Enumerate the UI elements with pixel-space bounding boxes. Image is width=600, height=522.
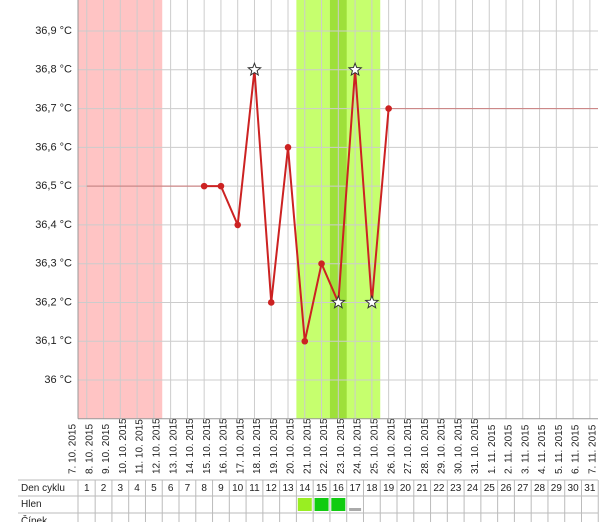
cycle-day: 28 bbox=[534, 483, 546, 494]
cycle-day: 15 bbox=[316, 483, 328, 494]
y-tick-label: 36,8 °C bbox=[35, 64, 72, 76]
row-label: Čípek bbox=[21, 514, 48, 522]
cycle-day: 20 bbox=[400, 483, 412, 494]
x-tick-label: 2. 11. 2015 bbox=[504, 424, 515, 474]
point bbox=[318, 260, 325, 267]
cycle-day: 19 bbox=[383, 483, 395, 494]
cycle-day: 1 bbox=[84, 483, 90, 494]
cycle-day: 17 bbox=[350, 483, 362, 494]
x-tick-label: 21. 10. 2015 bbox=[302, 418, 313, 474]
cycle-day: 5 bbox=[151, 483, 157, 494]
cycle-day: 11 bbox=[249, 483, 260, 494]
cycle-day: 10 bbox=[232, 483, 244, 494]
y-tick-label: 36,4 °C bbox=[35, 219, 72, 231]
x-tick-label: 18. 10. 2015 bbox=[252, 418, 263, 474]
temperature-line bbox=[204, 69, 390, 342]
point bbox=[385, 105, 392, 112]
cycle-day: 3 bbox=[118, 483, 124, 494]
x-tick-label: 9. 10. 2015 bbox=[101, 424, 112, 474]
x-tick-label: 7. 10. 2015 bbox=[68, 424, 79, 474]
cycle-day: 12 bbox=[266, 483, 278, 494]
row-label: Den cyklu bbox=[21, 483, 65, 494]
cycle-day: 25 bbox=[484, 483, 496, 494]
x-tick-label: 24. 10. 2015 bbox=[353, 418, 364, 474]
x-tick-label: 6. 11. 2015 bbox=[571, 424, 582, 474]
cycle-day: 16 bbox=[333, 483, 345, 494]
x-tick-label: 22. 10. 2015 bbox=[319, 418, 330, 474]
y-tick-label: 36,7 °C bbox=[35, 102, 72, 114]
star-marker bbox=[330, 294, 346, 309]
point bbox=[267, 299, 275, 306]
x-tick-label: 11. 10. 2015 bbox=[135, 419, 146, 474]
y-tick-label: 36,5 °C bbox=[35, 180, 72, 192]
x-tick-label: 20. 10. 2015 bbox=[286, 418, 297, 474]
row-label: Hlen bbox=[21, 499, 42, 510]
star-marker bbox=[364, 294, 380, 309]
y-tick-label: 36 °C bbox=[44, 374, 72, 386]
y-tick-label: 36,9 °C bbox=[35, 25, 72, 37]
point bbox=[234, 221, 241, 229]
mucus-mark bbox=[297, 498, 312, 511]
y-tick-label: 36,1 °C bbox=[35, 335, 72, 347]
cycle-day: 2 bbox=[101, 483, 107, 494]
x-tick-label: 15. 10. 2015 bbox=[202, 418, 213, 474]
y-tick-label: 36,2 °C bbox=[35, 296, 72, 308]
x-tick-label: 28. 10. 2015 bbox=[420, 418, 431, 474]
cycle-day: 14 bbox=[299, 483, 311, 494]
point bbox=[301, 337, 309, 345]
y-tick-label: 36,3 °C bbox=[35, 258, 72, 270]
x-tick-label: 12. 10. 2015 bbox=[151, 418, 162, 474]
x-tick-label: 23. 10. 2015 bbox=[336, 418, 347, 474]
mucus-mark bbox=[331, 498, 346, 511]
cycle-day: 26 bbox=[500, 483, 512, 494]
x-tick-label: 13. 10. 2015 bbox=[168, 418, 179, 474]
x-tick-label: 25. 10. 2015 bbox=[370, 418, 381, 474]
cycle-day: 13 bbox=[282, 483, 294, 494]
x-tick-label: 10. 10. 2015 bbox=[118, 418, 129, 474]
y-tick-label: 36,6 °C bbox=[35, 141, 72, 153]
x-tick-label: 1. 11. 2015 bbox=[487, 424, 498, 474]
x-tick-label: 4. 11. 2015 bbox=[537, 424, 548, 474]
point bbox=[200, 182, 208, 190]
cycle-day: 7 bbox=[185, 483, 191, 494]
x-tick-label: 7. 11. 2015 bbox=[588, 424, 599, 474]
star-marker bbox=[347, 61, 363, 77]
x-tick-label: 30. 10. 2015 bbox=[453, 418, 464, 474]
x-tick-label: 5. 11. 2015 bbox=[554, 424, 565, 474]
cycle-day: 9 bbox=[218, 483, 224, 494]
x-tick-label: 8. 10. 2015 bbox=[84, 424, 95, 474]
mucus-mark bbox=[349, 508, 362, 511]
x-tick-label: 29. 10. 2015 bbox=[437, 418, 448, 474]
x-tick-label: 31. 10. 2015 bbox=[470, 418, 481, 474]
x-tick-label: 16. 10. 2015 bbox=[219, 418, 230, 474]
cycle-day: 21 bbox=[417, 483, 429, 494]
point bbox=[217, 182, 225, 190]
cycle-day: 29 bbox=[551, 483, 563, 494]
cycle-day: 23 bbox=[450, 483, 462, 494]
cycle-day: 6 bbox=[168, 483, 174, 494]
point bbox=[284, 144, 292, 151]
cycle-day: 18 bbox=[366, 483, 378, 494]
x-tick-label: 14. 10. 2015 bbox=[185, 418, 196, 474]
cycle-day: 8 bbox=[201, 483, 207, 494]
x-tick-label: 19. 10. 2015 bbox=[269, 418, 280, 474]
x-tick-label: 26. 10. 2015 bbox=[386, 418, 397, 474]
cycle-day: 22 bbox=[433, 483, 445, 494]
cycle-day: 4 bbox=[134, 483, 140, 494]
x-tick-label: 17. 10. 2015 bbox=[235, 418, 246, 474]
cycle-day: 24 bbox=[467, 483, 479, 494]
cycle-day: 30 bbox=[568, 483, 580, 494]
star-marker bbox=[246, 61, 262, 77]
cycle-day: 27 bbox=[517, 483, 529, 494]
cycle-day: 31 bbox=[584, 483, 596, 494]
mucus-mark bbox=[314, 498, 329, 511]
x-tick-label: 27. 10. 2015 bbox=[403, 418, 414, 474]
x-tick-label: 3. 11. 2015 bbox=[520, 424, 531, 474]
